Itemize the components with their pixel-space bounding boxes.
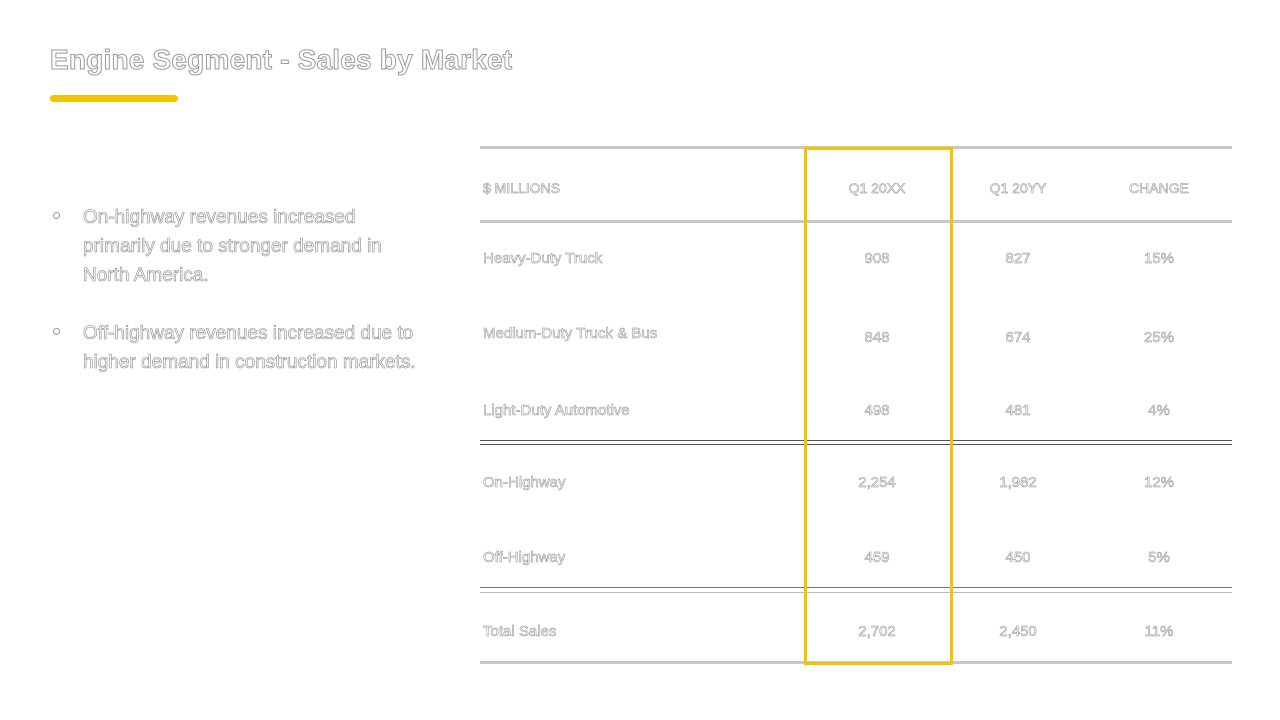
bullet-text: On-highway revenues increased primarily … — [83, 207, 382, 287]
bullet-item: On-highway revenues increased primarily … — [52, 203, 432, 290]
slide-title: Engine Segment - Sales by Market — [49, 44, 513, 76]
cell-change: 11% — [1144, 623, 1174, 641]
cell-q1yy: 674 — [1005, 329, 1031, 347]
cell-q1yy: 1,982 — [999, 474, 1037, 492]
cell-change: 4% — [1148, 402, 1170, 420]
cell-q1xx: 498 — [864, 402, 890, 420]
cell-change: 12% — [1143, 474, 1175, 492]
row-label: Total Sales — [483, 623, 557, 641]
header-q1-20yy: Q1 20YY — [989, 180, 1047, 197]
cell-q1yy: 450 — [1005, 549, 1031, 567]
cell-q1yy: 2,450 — [999, 623, 1037, 641]
bullet-dot-icon — [53, 212, 60, 219]
header-q1-20xx: Q1 20XX — [848, 180, 906, 197]
row-label: Heavy-Duty Truck — [483, 250, 603, 268]
cell-q1xx: 2,254 — [858, 474, 896, 492]
bullet-dot-icon — [53, 328, 60, 335]
cell-q1xx: 848 — [864, 329, 890, 347]
subtotal-rule-2 — [480, 444, 1232, 445]
row-label: On-Highway — [483, 474, 566, 492]
q1-20xx-highlight-box — [804, 147, 953, 665]
cell-q1yy: 827 — [1005, 250, 1031, 268]
cell-q1yy: 481 — [1005, 402, 1031, 420]
bullet-text: Off-highway revenues increased due to hi… — [83, 323, 416, 374]
row-label: Off-Highway — [483, 549, 566, 567]
header-millions: $ MILLIONS — [483, 180, 561, 197]
total-rule-1 — [480, 587, 1232, 588]
cell-change: 5% — [1148, 549, 1170, 567]
cell-change: 15% — [1143, 250, 1175, 268]
cell-q1xx: 459 — [864, 549, 890, 567]
title-accent-bar — [50, 95, 178, 102]
cell-q1xx: 2,702 — [858, 623, 896, 641]
header-change: CHANGE — [1129, 180, 1189, 197]
total-rule-2 — [480, 592, 1232, 593]
cell-change: 25% — [1143, 329, 1175, 347]
subtotal-rule-1 — [480, 440, 1232, 441]
bullet-list: On-highway revenues increased primarily … — [52, 203, 432, 406]
cell-q1xx: 908 — [864, 250, 890, 268]
row-label: Medium-Duty Truck & Bus — [483, 325, 658, 343]
bullet-item: Off-highway revenues increased due to hi… — [52, 319, 432, 377]
row-label: Light-Duty Automotive — [483, 402, 630, 420]
sales-table: $ MILLIONS Q1 20XX Q1 20YY CHANGE Heavy-… — [480, 145, 1232, 667]
header-rule — [480, 220, 1232, 223]
